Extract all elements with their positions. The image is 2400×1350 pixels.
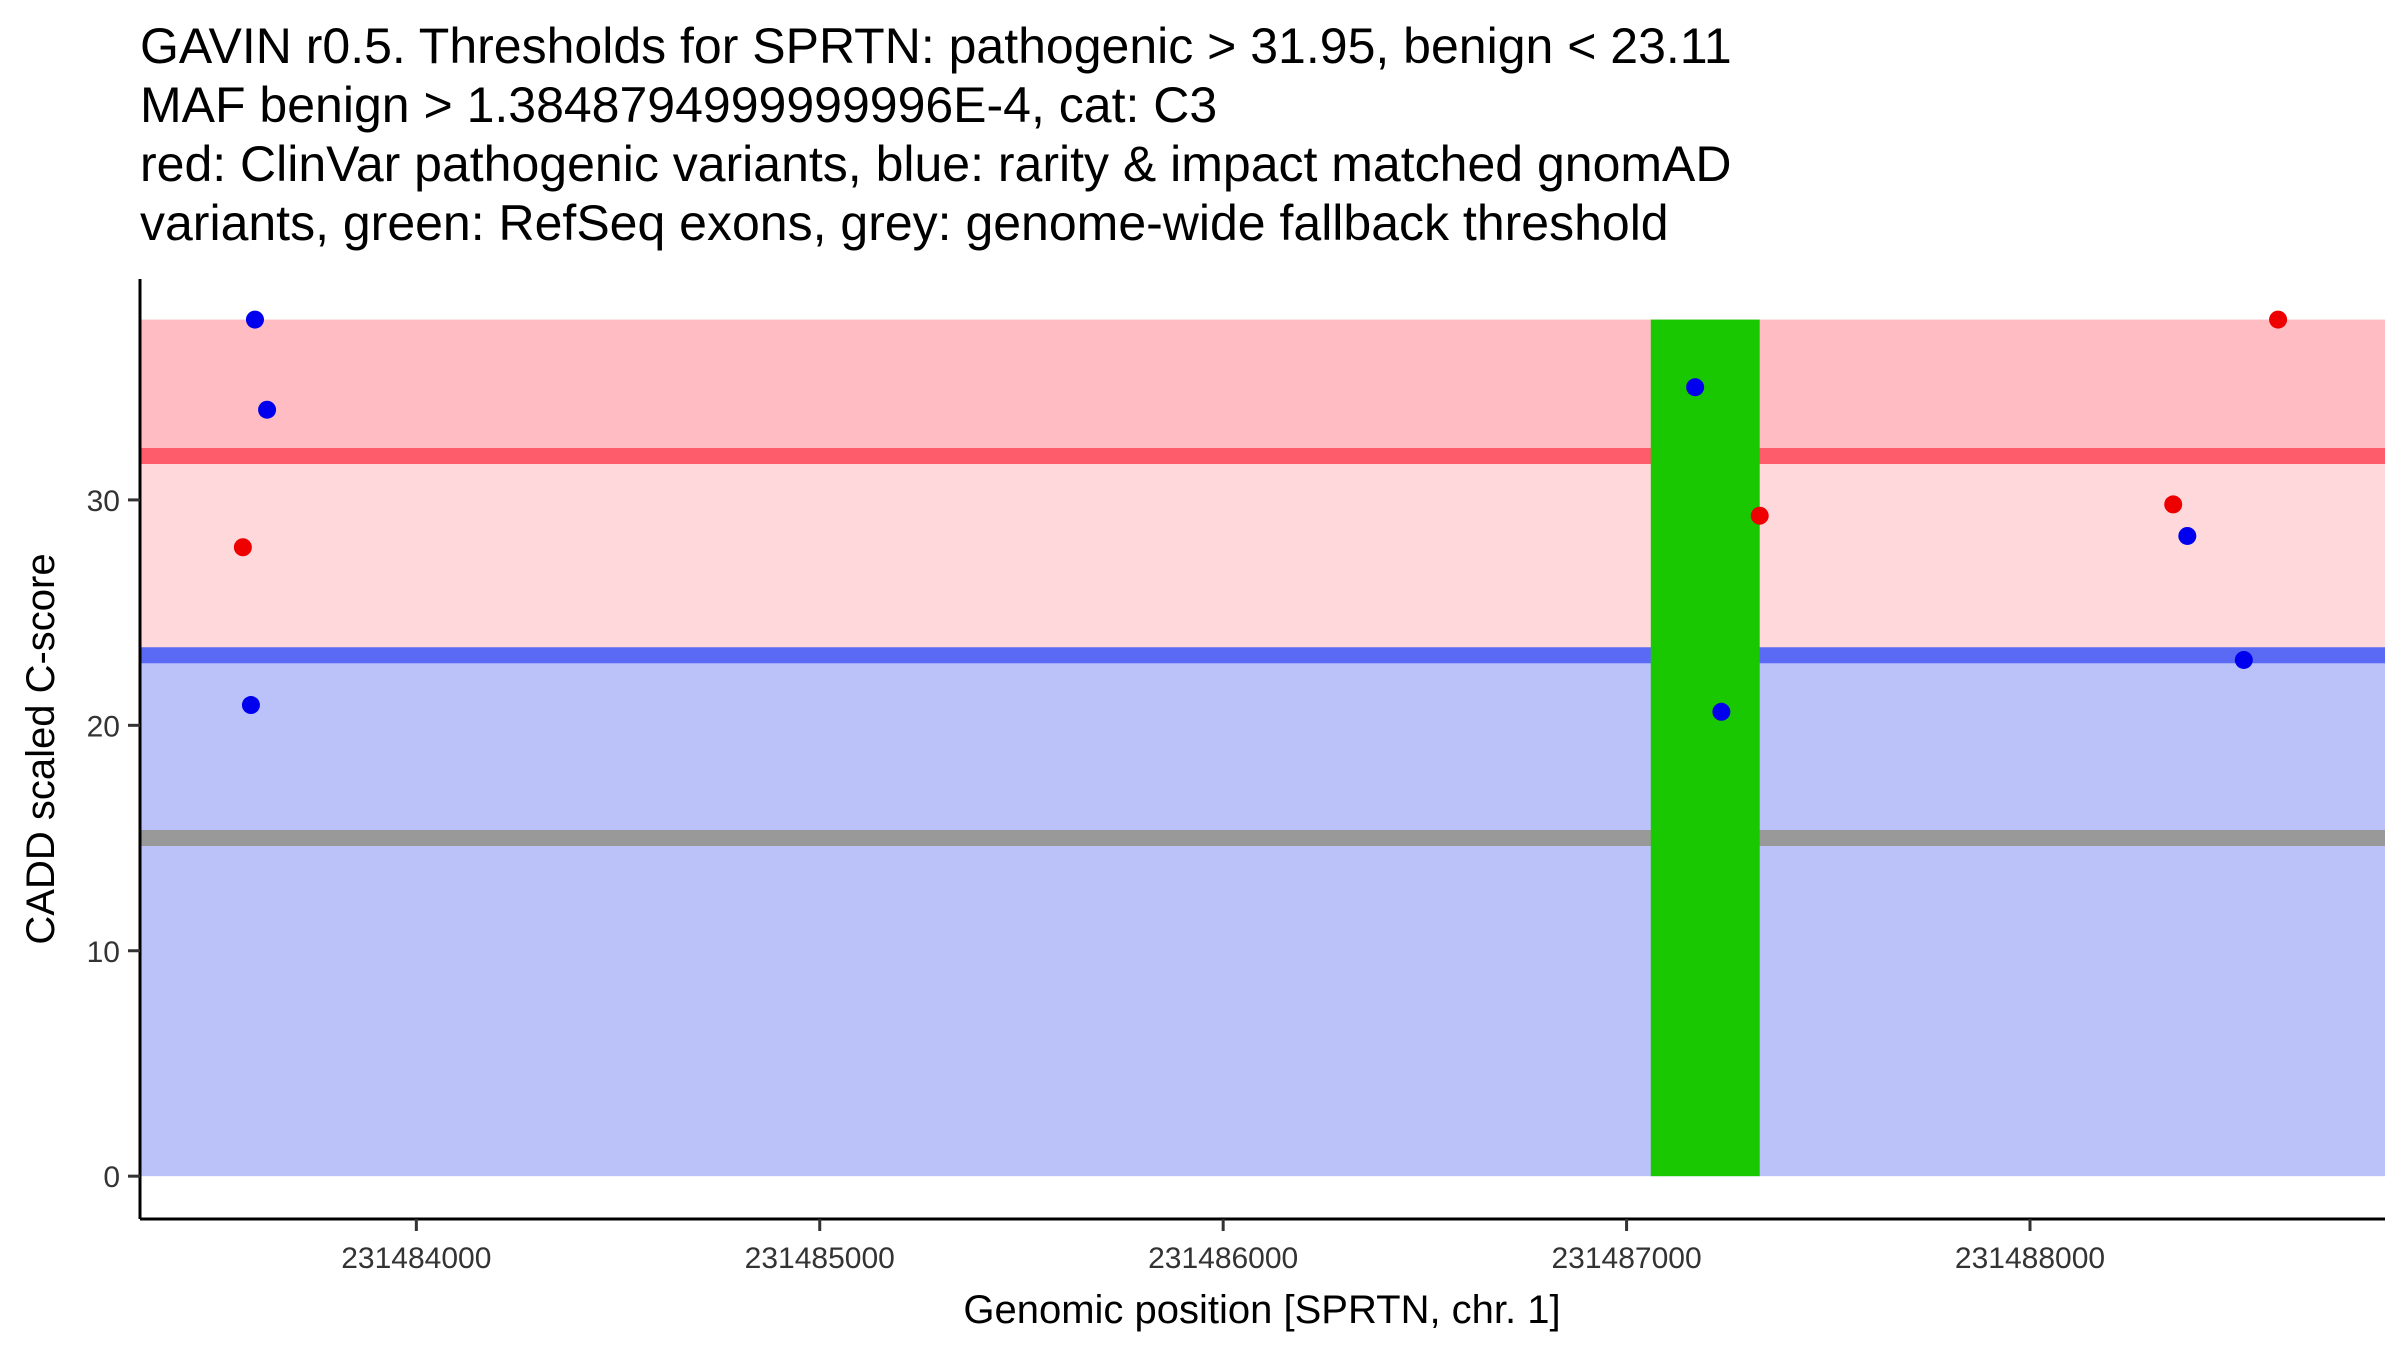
variant-points — [233, 310, 2288, 721]
pathogenic-variant-point — [2164, 495, 2183, 514]
exon-regions — [1650, 319, 1760, 1177]
title-line-1: GAVIN r0.5. Thresholds for SPRTN: pathog… — [140, 18, 1732, 74]
y-axis-title: CADD scaled C-score — [19, 553, 63, 944]
gnomad-variant-point — [258, 400, 277, 419]
x-axis-ticks: 231484000 231485000 231486000 231487000 2314… — [341, 1219, 2105, 1275]
x-tick-label: 231484000 — [341, 1242, 491, 1275]
gnomad-variant-point — [2234, 650, 2253, 669]
y-axis-ticks: 0 10 20 30 — [87, 485, 140, 1194]
x-tick-label: 231485000 — [745, 1242, 895, 1275]
pathogenic-variant-point — [1750, 506, 1769, 525]
pathogenic-variant-point — [2269, 310, 2288, 329]
pathogenic-region — [140, 319, 2385, 456]
x-tick-label: 231488000 — [1955, 1242, 2105, 1275]
gnomad-variant-point — [1712, 702, 1731, 721]
title-line-4: variants, green: RefSeq exons, grey: gen… — [140, 195, 1669, 251]
gnomad-variant-point — [2178, 526, 2197, 545]
title-line-2: MAF benign > 1.3848794999999996E-4, cat:… — [140, 77, 1217, 133]
gnomad-variant-point — [241, 696, 260, 715]
x-axis-title: Genomic position [SPRTN, chr. 1] — [963, 1288, 1560, 1332]
benign-region — [140, 655, 2385, 1177]
x-tick-label: 231487000 — [1551, 1242, 1701, 1275]
title-line-3: red: ClinVar pathogenic variants, blue: … — [140, 136, 1731, 192]
y-tick-label: 30 — [87, 485, 120, 518]
threshold-lines — [140, 447, 2385, 847]
y-tick-label: 0 — [103, 1161, 120, 1194]
y-tick-label: 10 — [87, 936, 120, 969]
intermediate-region — [140, 455, 2385, 656]
pathogenic-variant-point — [233, 538, 252, 557]
axes — [138, 279, 2385, 1221]
y-tick-label: 20 — [87, 710, 120, 743]
x-tick-label: 231486000 — [1148, 1242, 1298, 1275]
exon-bar — [1650, 319, 1760, 1177]
gnomad-variant-point — [1686, 378, 1705, 397]
threshold-regions — [140, 319, 2385, 1177]
chart-title: GAVIN r0.5. Thresholds for SPRTN: pathog… — [140, 18, 1732, 251]
gnomad-variant-point — [245, 310, 264, 329]
